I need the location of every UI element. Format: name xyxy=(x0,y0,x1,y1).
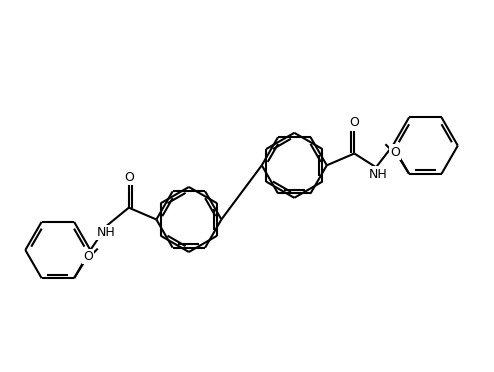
Text: NH: NH xyxy=(369,168,387,181)
Text: O: O xyxy=(349,116,359,129)
Text: NH: NH xyxy=(97,226,116,239)
Text: O: O xyxy=(124,171,134,184)
Text: O: O xyxy=(390,145,400,158)
Text: O: O xyxy=(83,250,93,263)
